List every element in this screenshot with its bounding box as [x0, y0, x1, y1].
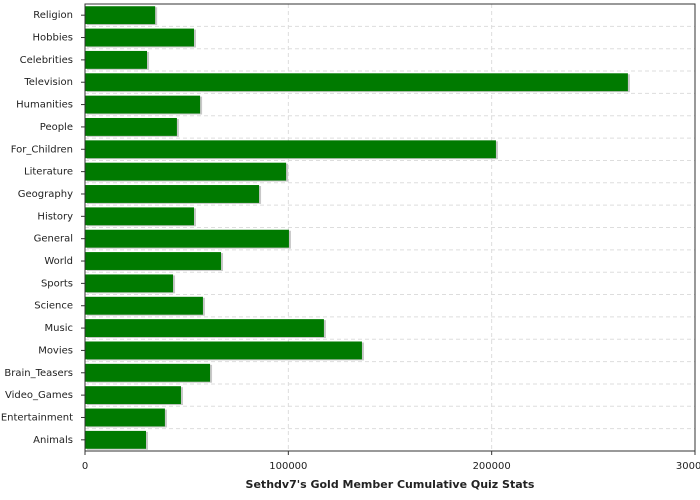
x-tick-label: 0 — [82, 461, 88, 472]
y-tick-label: Television — [23, 77, 73, 88]
y-tick-label: For_Children — [11, 144, 73, 155]
y-tick-label: Sports — [41, 278, 73, 289]
bar — [85, 386, 181, 405]
bar — [85, 207, 194, 226]
bar — [85, 274, 174, 293]
y-tick-label: Brain_Teasers — [4, 368, 73, 379]
y-tick-label: Movies — [38, 345, 73, 356]
y-tick-label: Literature — [24, 167, 73, 178]
bar — [85, 140, 496, 159]
bar — [85, 363, 211, 382]
chart-title: Sethdv7's Gold Member Cumulative Quiz St… — [246, 478, 535, 491]
y-tick-label: Entertainment — [1, 412, 73, 423]
bar — [85, 430, 146, 449]
x-tick-label: 200000 — [473, 461, 511, 472]
bar — [85, 185, 260, 203]
x-tick-label: 100000 — [269, 461, 307, 472]
bar — [85, 296, 203, 315]
x-tick-label: 300000 — [676, 461, 700, 472]
bar — [85, 229, 289, 248]
bar — [85, 408, 165, 427]
y-tick-label: People — [40, 122, 73, 133]
y-tick-label: Animals — [33, 435, 73, 446]
bar — [85, 50, 148, 69]
plot-frame — [84, 3, 696, 452]
bar — [85, 117, 177, 136]
bar — [85, 162, 287, 181]
y-tick-label: Video_Games — [5, 390, 73, 401]
y-tick-label: Music — [45, 323, 73, 334]
y-tick-label: Celebrities — [20, 55, 73, 66]
y-tick-label: Humanities — [16, 100, 73, 111]
bar — [85, 319, 324, 338]
bar — [85, 252, 222, 270]
y-tick-label: General — [34, 234, 73, 245]
bar — [85, 341, 362, 360]
y-tick-label: World — [44, 256, 73, 267]
bar — [85, 28, 194, 47]
bar — [85, 73, 628, 92]
y-tick-label: History — [37, 211, 73, 222]
bar — [85, 6, 156, 25]
y-tick-label: Geography — [18, 189, 73, 200]
bar — [85, 95, 201, 114]
y-tick-label: Science — [34, 301, 73, 312]
y-tick-label: Religion — [33, 10, 73, 21]
y-tick-label: Hobbies — [33, 33, 73, 44]
